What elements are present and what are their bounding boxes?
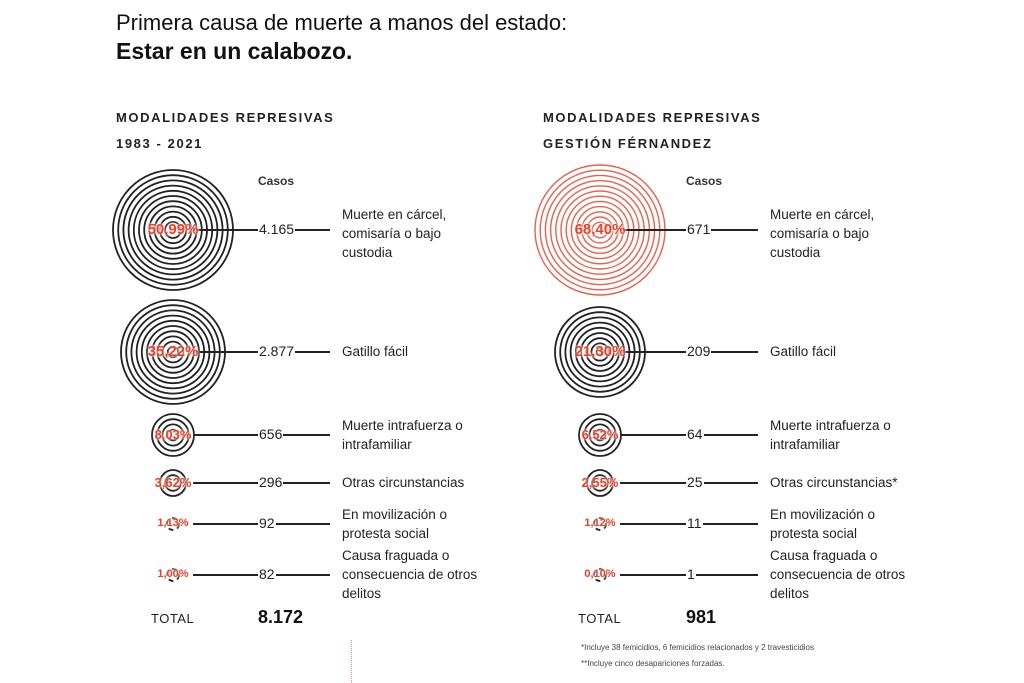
total-value: 981 [686, 607, 717, 627]
ring [164, 474, 182, 492]
ring [166, 568, 180, 582]
rings-bubble [578, 413, 622, 457]
ring [164, 221, 182, 239]
case-count: 11 [686, 515, 703, 531]
percent-label: 1,13% [157, 517, 189, 530]
category-label: Muerte intrafuerza o intrafamiliar [342, 418, 463, 452]
percent-label: 0,10% [584, 568, 616, 581]
footnote-1: *Incluye 38 femicidios, 6 femicidios rel… [581, 643, 814, 652]
casos-header: Casos [258, 174, 295, 188]
percent-label: 2,55% [581, 475, 619, 491]
total-label: TOTAL [151, 611, 195, 626]
ring [581, 211, 619, 249]
case-count: 4.165 [258, 221, 296, 237]
category-label: Otras circunstancias [342, 475, 465, 490]
footnote-2: **Incluye cinco desapariciones forzadas. [581, 659, 725, 668]
ring [156, 335, 190, 369]
case-count: 82 [258, 566, 276, 582]
ring [166, 345, 180, 359]
ring [591, 221, 609, 239]
panel-subheading: GESTIÓN FÉRNANDEZ [543, 136, 713, 151]
case-count: 656 [258, 426, 284, 442]
case-count: 2.877 [258, 343, 296, 359]
ring [153, 210, 193, 250]
title-line-2: Estar en un calabozo. [116, 38, 353, 64]
percent-label: 8,03% [154, 427, 192, 443]
category-label: En movilización o protesta social [342, 507, 448, 541]
rings-bubble [554, 306, 646, 398]
ring [588, 423, 612, 447]
case-count: 671 [686, 221, 712, 237]
percent-label: 1,00% [157, 568, 189, 581]
panel-heading: MODALIDADES REPRESIVAS [116, 110, 335, 125]
ring [586, 216, 614, 244]
casos-header: Casos [686, 174, 723, 188]
category-label: Gatillo fácil [770, 344, 837, 359]
rings-bubble [593, 517, 607, 531]
case-count: 64 [686, 426, 704, 442]
ring [166, 517, 180, 531]
percent-label: 68,40% [574, 221, 626, 238]
case-count: 25 [686, 474, 704, 490]
category-label: Muerte en cárcel, comisaría o bajo custo… [770, 207, 875, 260]
ring [161, 423, 185, 447]
rings-bubble [593, 568, 607, 582]
ring [593, 568, 607, 582]
divider-dotted [351, 640, 352, 683]
ring [593, 517, 607, 531]
category-label: Muerte intrafuerza o intrafamiliar [770, 418, 891, 452]
rings-bubble [159, 469, 187, 497]
ring [161, 340, 185, 364]
ring [593, 428, 607, 442]
ring [595, 347, 605, 357]
percent-label: 21,30% [574, 343, 626, 360]
category-label: Muerte en cárcel, comisaría o bajo custo… [342, 207, 447, 260]
total-value: 8.172 [258, 607, 304, 627]
rings-bubble [586, 469, 614, 497]
ring [156, 418, 190, 452]
percent-label: 3,62% [154, 475, 192, 491]
percent-label: 50,99% [147, 221, 199, 238]
ring [583, 418, 617, 452]
title-line-1: Primera causa de muerte a manos del esta… [116, 10, 568, 35]
ring [586, 469, 614, 497]
total-label: TOTAL [578, 611, 622, 626]
category-label: En movilización o protesta social [770, 507, 876, 541]
category-label: Gatillo fácil [342, 344, 409, 359]
rings-bubble [166, 517, 180, 531]
panel-heading: MODALIDADES REPRESIVAS [543, 110, 762, 125]
ring [585, 337, 615, 367]
case-count: 209 [686, 343, 712, 359]
ring [158, 215, 188, 245]
rings-bubble [166, 568, 180, 582]
case-count: 92 [258, 515, 276, 531]
ring [580, 332, 620, 372]
category-label: Causa fraguada o consecuencia de otros d… [770, 548, 906, 601]
percent-label: 6,52% [581, 427, 619, 443]
ring [166, 428, 180, 442]
panel-subheading: 1983 - 2021 [116, 136, 203, 151]
percent-label: 1,12% [584, 517, 616, 530]
ring [591, 474, 609, 492]
category-label: Otras circunstancias* [770, 475, 898, 490]
percent-label: 35,22% [147, 343, 199, 360]
ring [159, 469, 187, 497]
category-label: Causa fraguada o consecuencia de otros d… [342, 548, 478, 601]
case-count: 1 [686, 566, 696, 582]
rings-bubble [151, 413, 195, 457]
case-count: 296 [258, 474, 284, 490]
ring [590, 342, 610, 362]
